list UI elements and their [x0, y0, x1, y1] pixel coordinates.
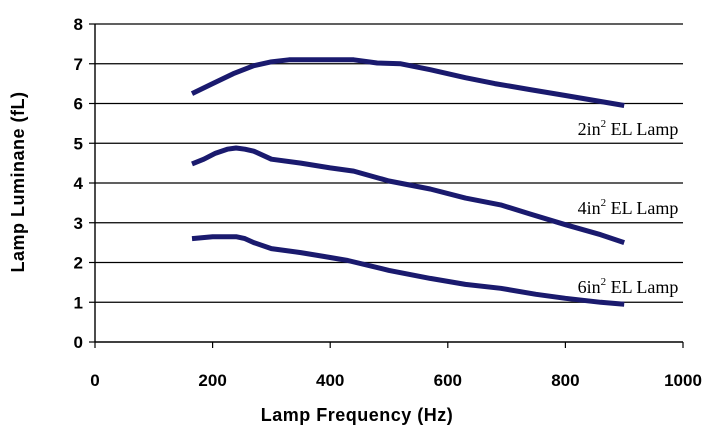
y-tick-label: 5: [74, 134, 83, 153]
series-lines: [190, 57, 625, 307]
series-label-superscript: 2: [601, 197, 607, 209]
y-tick-labels: 0 1 2 3 4 5 6 7 8: [74, 15, 84, 352]
y-axis-title: Lamp Luminane (fL): [8, 92, 28, 273]
series-label-superscript: 2: [601, 276, 607, 288]
y-tick-label: 7: [74, 55, 83, 74]
x-tick-label: 1000: [664, 371, 702, 390]
y-tick-label: 8: [74, 15, 83, 34]
series-line-2: [191, 145, 625, 245]
y-tick-label: 2: [74, 254, 83, 273]
series-label-suffix: EL Lamp: [606, 277, 678, 297]
y-tick-label: 6: [74, 95, 83, 114]
series-label-suffix: EL Lamp: [606, 119, 678, 139]
series-label-1: 2in2 EL Lamp: [578, 118, 679, 139]
y-tick-label: 1: [74, 293, 83, 312]
series-label-3: 6in2 EL Lamp: [578, 276, 679, 297]
grid-lines: [95, 23, 683, 303]
series-line-1: [190, 57, 625, 108]
x-tick-labels: 0 200 400 600 800 1000: [90, 371, 702, 390]
series-label-superscript: 2: [601, 118, 607, 130]
axes: [89, 23, 684, 348]
x-tick-label: 400: [316, 371, 344, 390]
series-label-prefix: 6in: [578, 277, 601, 297]
series-label-suffix: EL Lamp: [606, 198, 678, 218]
x-tick-label: 200: [198, 371, 226, 390]
series-label-prefix: 4in: [578, 198, 601, 218]
y-tick-label: 3: [74, 214, 83, 233]
x-tick-label: 600: [434, 371, 462, 390]
series-label-prefix: 2in: [578, 119, 601, 139]
x-tick-label: 800: [551, 371, 579, 390]
y-tick-label: 0: [74, 333, 83, 352]
x-tick-label: 0: [90, 371, 99, 390]
y-tick-label: 4: [74, 174, 84, 193]
x-axis-title: Lamp Frequency (Hz): [261, 405, 454, 425]
series-line-3: [191, 234, 625, 307]
series-label-2: 4in2 EL Lamp: [578, 197, 679, 218]
